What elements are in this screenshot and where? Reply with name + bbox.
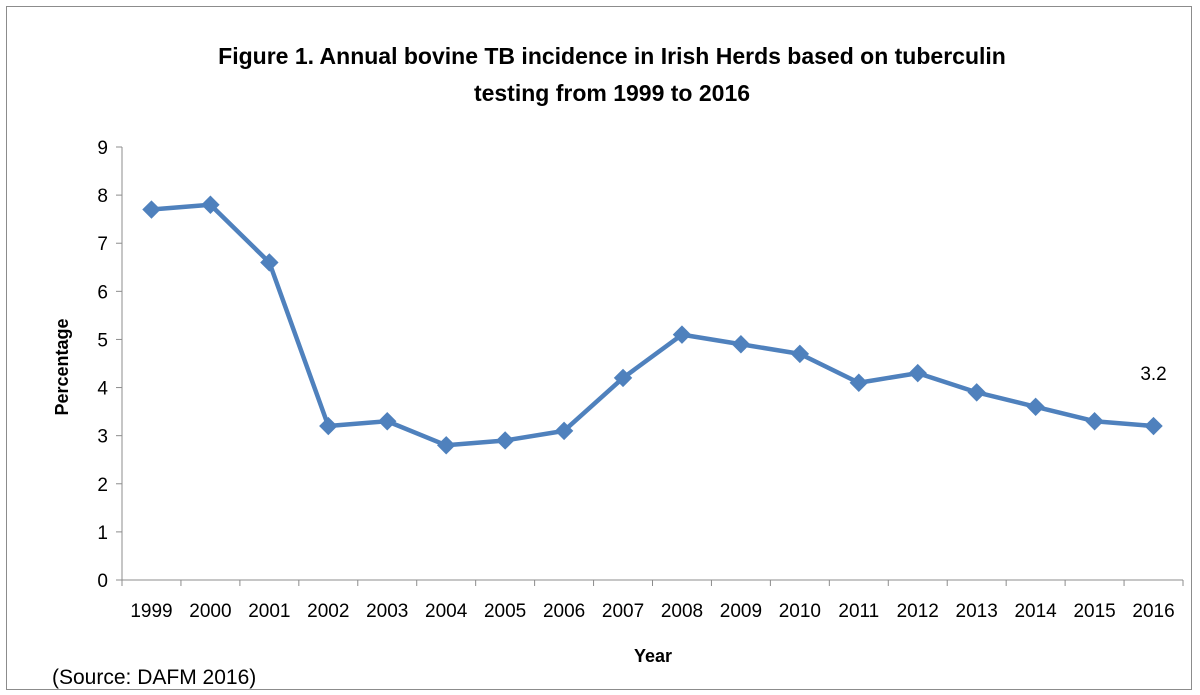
data-point-2012 — [908, 363, 927, 383]
data-point-2015 — [1085, 412, 1104, 431]
data-point-2002 — [319, 416, 338, 436]
data-point-1999 — [142, 200, 161, 219]
data-point-2014 — [1026, 397, 1045, 417]
data-label: 3.2 — [1140, 364, 1166, 385]
y-axis-title: Percentage — [52, 318, 72, 415]
y-tick-label: 7 — [97, 234, 108, 255]
x-tick-label: 2007 — [602, 601, 644, 622]
data-point-2005 — [495, 431, 515, 450]
x-tick-label: 2010 — [779, 601, 821, 622]
chart-title-line-2: testing from 1999 to 2016 — [474, 80, 750, 106]
x-tick-label: 1999 — [130, 601, 172, 622]
x-tick-label: 2013 — [956, 601, 998, 622]
data-point-2001 — [260, 253, 279, 272]
data-point-2008 — [672, 325, 692, 344]
y-tick-label: 6 — [97, 282, 108, 303]
data-point-2006 — [554, 421, 574, 441]
x-tick-label: 2000 — [189, 601, 231, 622]
data-point-2016 — [1144, 416, 1163, 436]
data-point-2003 — [378, 412, 397, 431]
x-tick-label: 2001 — [248, 601, 290, 622]
y-tick-label: 3 — [97, 427, 108, 448]
data-point-2010 — [790, 344, 810, 364]
data-point-2013 — [967, 383, 986, 402]
x-tick-label: 2005 — [484, 601, 526, 622]
data-point-2007 — [613, 368, 633, 388]
x-tick-label: 2009 — [720, 601, 762, 622]
series-line — [149, 202, 1156, 448]
chart-frame — [6, 6, 1192, 690]
series-markers — [142, 195, 1163, 455]
x-axis-title: Year — [634, 646, 672, 666]
data-point-2009 — [731, 335, 751, 354]
x-tick-label: 2014 — [1014, 601, 1057, 622]
data-point-2004 — [436, 436, 456, 455]
y-tick-label: 0 — [97, 571, 108, 592]
data-labels: 3.2 — [1140, 364, 1166, 385]
data-point-2000 — [201, 195, 220, 214]
y-tick-label: 1 — [97, 523, 108, 544]
x-axis-ticks: 1999 2000 2001 2002 2003 2004 2005 2006 2007 2008… — [121, 580, 1184, 622]
x-tick-label: 2004 — [425, 601, 468, 622]
source-note: (Source: DAFM 2016) — [52, 666, 256, 689]
x-tick-label: 2015 — [1073, 601, 1115, 622]
x-tick-label: 2003 — [366, 601, 408, 622]
x-tick-label: 2011 — [838, 601, 879, 622]
x-tick-label: 2012 — [897, 601, 939, 622]
data-point-2011 — [849, 373, 869, 392]
x-tick-label: 2016 — [1132, 601, 1174, 622]
y-tick-label: 2 — [97, 475, 108, 496]
y-axis-ticks: 0 1 2 3 4 5 6 7 8 9 — [97, 138, 122, 592]
x-tick-label: 2002 — [307, 601, 349, 622]
y-tick-label: 5 — [97, 330, 108, 351]
y-tick-label: 8 — [97, 186, 108, 207]
y-tick-label: 4 — [97, 379, 108, 400]
x-tick-label: 2008 — [661, 601, 703, 622]
x-tick-label: 2006 — [543, 601, 585, 622]
chart-title-line-1: Figure 1. Annual bovine TB incidence in … — [218, 43, 1006, 69]
y-tick-label: 9 — [97, 138, 108, 159]
